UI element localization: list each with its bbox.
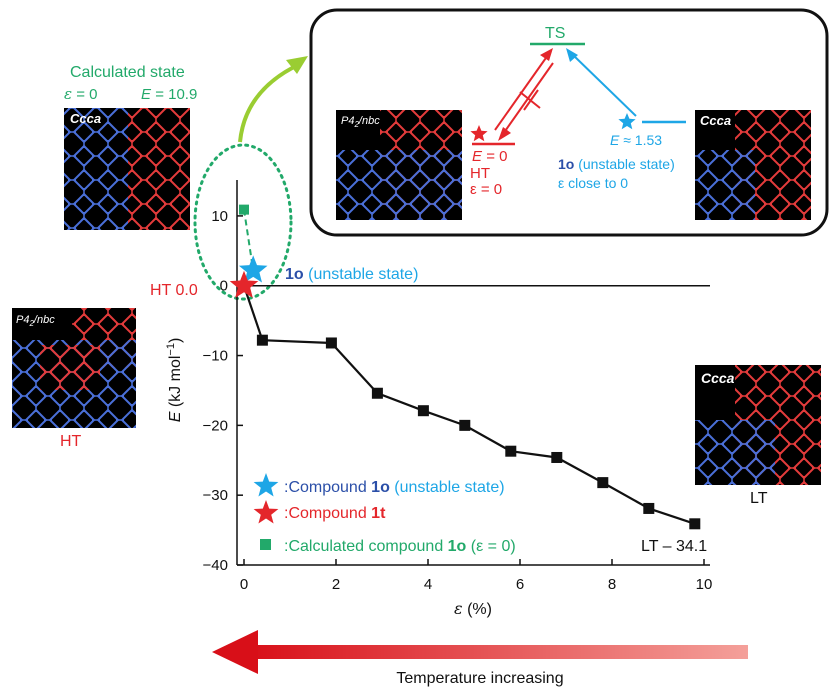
- x-tick-label: 2: [332, 576, 340, 593]
- unstable-point-label: 1o (unstable state): [285, 266, 418, 283]
- x-tick-label: 0: [240, 576, 248, 593]
- calc-state-eps: ε = 0: [64, 85, 98, 103]
- structure-calc: Ccca: [64, 108, 190, 230]
- y-tick-label: −10: [203, 348, 228, 365]
- ht-to-ts-arrow-head: [540, 48, 553, 61]
- x-tick-label: 8: [608, 576, 616, 593]
- data-point: [597, 477, 609, 489]
- inset-star-ht: [470, 125, 488, 142]
- inset-ht-label: HT: [470, 165, 490, 182]
- calc-state-title: Calculated state: [70, 64, 185, 81]
- legend-square-calc: [260, 539, 271, 550]
- ht-zero-label: HT 0.0: [150, 282, 198, 299]
- structure-calc-label: Ccca: [70, 111, 101, 126]
- legend-star-1o: [253, 473, 279, 497]
- zoom-arrow-head: [286, 56, 308, 74]
- x-tick-label: 4: [424, 576, 432, 593]
- data-point: [689, 518, 701, 530]
- inset-e-zero: E = 0: [472, 148, 507, 165]
- inset-close-label: ε close to 0: [558, 175, 628, 191]
- ts-to-ht-arrow-head: [498, 127, 511, 141]
- inset-eps-zero: ε = 0: [470, 181, 502, 198]
- data-point: [371, 387, 383, 399]
- data-point: [325, 337, 337, 349]
- structure-ht-left: P42/nbc: [12, 308, 136, 428]
- y-tick-label: −30: [203, 487, 228, 504]
- lt-value-label: LT – 34.1: [641, 538, 707, 555]
- x-axis-label: ε (%): [454, 599, 492, 618]
- ht-point-star: [229, 270, 259, 298]
- data-point: [505, 445, 517, 457]
- data-point: [459, 419, 471, 431]
- ts-label: TS: [545, 25, 565, 42]
- legend-star-1t: [253, 500, 279, 524]
- lt-caption: LT: [750, 490, 768, 507]
- inset-e-approx: E ≈ 1.53: [610, 132, 662, 148]
- y-tick-label: −20: [203, 417, 228, 434]
- legend-entry-calc: :Calculated compound 1o (ε = 0): [284, 538, 516, 555]
- data-point: [643, 502, 655, 514]
- inset-unstable-label: 1o (unstable state): [558, 156, 675, 172]
- legend-entry-1o: :Compound 1o (unstable state): [284, 479, 505, 496]
- temperature-arrow-head: [212, 630, 258, 674]
- zoom-arrow: [238, 62, 301, 143]
- y-axis-label: E (kJ mol−1): [165, 338, 184, 423]
- inset-diagram: TS E = 0 HT ε = 0 E ≈ 1.53 1o (unstable …: [470, 25, 686, 198]
- legend: :Compound 1o (unstable state) :Compound …: [253, 473, 516, 555]
- y-tick-label: 10: [211, 208, 228, 225]
- data-point: [256, 334, 268, 346]
- structure-ht-inset-label: P42/nbc: [341, 115, 380, 129]
- forbidden-cross-2: [523, 89, 539, 111]
- highlight-ellipse: [193, 143, 293, 301]
- structure-lt-right: Ccca: [695, 365, 821, 485]
- structure-ht-inset: P42/nbc: [336, 110, 462, 220]
- temperature-label: Temperature increasing: [396, 670, 563, 687]
- unstable-point-star: [238, 255, 268, 283]
- legend-entry-1t: :Compound 1t: [284, 505, 386, 522]
- calculated-point: [239, 204, 249, 215]
- ht-caption: HT: [60, 433, 82, 450]
- axes: 10 0 −10 −20 −30 −40 0 2 4 6 8 10: [203, 180, 713, 593]
- temperature-arrow-shaft: [248, 645, 748, 659]
- structure-ts-right-label: Ccca: [700, 113, 731, 128]
- x-tick-label: 6: [516, 576, 524, 593]
- y-tick-label: −40: [203, 557, 228, 574]
- inset-star-unstable: [618, 113, 636, 130]
- data-point: [551, 451, 563, 463]
- unstable-to-ts-arrow: [571, 53, 637, 117]
- structure-lt-right-label: Ccca: [701, 370, 735, 386]
- structure-ts-right: Ccca: [695, 110, 811, 220]
- calc-state-energy: E = 10.9: [141, 86, 197, 103]
- x-tick-label: 10: [696, 576, 713, 593]
- data-point: [417, 405, 429, 417]
- y-tick-label: 0: [220, 278, 228, 295]
- unstable-to-ts-arrow-head: [566, 48, 578, 62]
- structure-ht-left-label: P42/nbc: [16, 314, 55, 328]
